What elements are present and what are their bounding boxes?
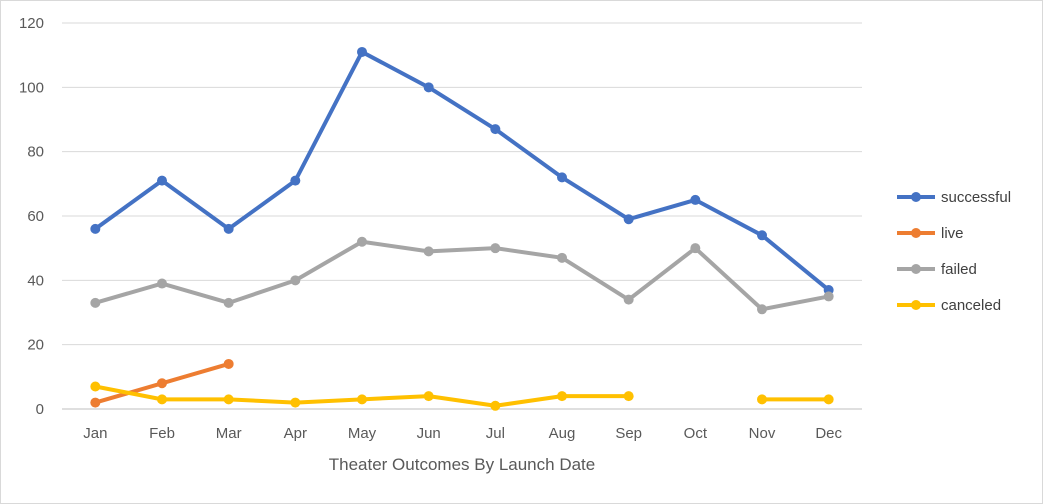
legend-swatch-marker <box>911 264 921 274</box>
data-point-failed <box>690 243 701 254</box>
data-point-canceled <box>557 391 567 402</box>
y-tick-label: 20 <box>27 337 44 354</box>
series-canceled <box>90 381 834 411</box>
data-point-successful <box>290 175 301 186</box>
series-line-failed <box>93 239 831 312</box>
data-point-canceled <box>90 381 101 392</box>
x-tick-label: Jan <box>83 425 107 442</box>
series-successful <box>90 46 834 295</box>
y-tick-label: 100 <box>19 79 44 96</box>
legend-label: failed <box>941 261 977 278</box>
data-point-canceled <box>823 394 834 405</box>
y-tick-label: 40 <box>27 272 44 289</box>
gridlines <box>62 22 862 410</box>
x-tick-label: Dec <box>815 425 842 442</box>
data-point-failed <box>623 294 634 305</box>
data-point-live <box>157 378 167 389</box>
x-tick-label: May <box>348 425 377 442</box>
data-point-live <box>90 397 101 408</box>
legend-item-live: live <box>897 225 964 242</box>
data-point-successful <box>357 46 367 57</box>
legend-item-canceled: canceled <box>897 297 1001 314</box>
data-point-canceled <box>223 394 234 405</box>
legend-item-successful: successful <box>897 189 1011 206</box>
data-point-failed <box>823 291 834 302</box>
data-point-failed <box>557 252 567 263</box>
y-tick-label: 60 <box>27 208 44 225</box>
data-point-failed <box>423 246 434 257</box>
y-tick-label: 0 <box>36 401 44 418</box>
data-point-failed <box>223 297 234 308</box>
series-group <box>90 46 834 411</box>
x-tick-label: Feb <box>149 425 175 442</box>
data-point-canceled <box>357 394 367 405</box>
y-tick-label: 120 <box>19 15 44 32</box>
x-tick-label: Sep <box>615 425 642 442</box>
y-tick-label: 80 <box>27 144 44 161</box>
data-point-canceled <box>290 397 301 408</box>
legend-label: successful <box>941 189 1011 206</box>
data-point-successful <box>623 214 634 225</box>
data-point-successful <box>557 172 567 183</box>
data-point-failed <box>290 275 301 286</box>
data-point-successful <box>690 194 701 205</box>
legend-swatch-marker <box>911 300 921 310</box>
legend-swatch-marker <box>911 228 921 238</box>
data-point-failed <box>357 236 367 247</box>
data-point-canceled <box>423 391 434 402</box>
data-point-canceled <box>757 394 767 405</box>
data-point-failed <box>757 304 767 315</box>
series-failed <box>90 236 834 315</box>
x-tick-label: Aug <box>549 425 576 442</box>
legend-label: canceled <box>941 297 1001 314</box>
x-tick-label: Apr <box>284 425 307 442</box>
data-point-canceled <box>157 394 167 405</box>
data-point-live <box>223 358 234 369</box>
data-point-successful <box>757 230 767 241</box>
data-point-successful <box>223 223 234 234</box>
legend-item-failed: failed <box>897 261 977 278</box>
data-point-failed <box>90 297 101 308</box>
x-axis-label: Theater Outcomes By Launch Date <box>329 455 595 474</box>
x-tick-label: Nov <box>749 425 776 442</box>
legend: successful live failed canceled <box>897 189 1011 314</box>
data-point-canceled <box>490 400 501 411</box>
data-point-successful <box>90 223 101 234</box>
series-live <box>90 358 234 408</box>
data-point-failed <box>490 243 501 254</box>
y-axis-ticks: 0 20 40 60 80 100 120 <box>19 15 44 418</box>
legend-label: live <box>941 225 964 242</box>
x-tick-label: Jul <box>486 425 505 442</box>
data-point-successful <box>423 82 434 93</box>
data-point-successful <box>490 124 501 135</box>
x-tick-label: Jun <box>417 425 441 442</box>
series-line-successful <box>93 49 831 292</box>
x-tick-label: Oct <box>684 425 708 442</box>
x-axis-ticks: Jan Feb Mar Apr May Jun Jul Aug Sep Oct Nov Dec <box>83 425 842 442</box>
data-point-successful <box>157 175 167 186</box>
legend-swatch-marker <box>911 192 921 202</box>
data-point-canceled <box>623 391 634 402</box>
data-point-failed <box>157 278 167 289</box>
x-tick-label: Mar <box>216 425 242 442</box>
